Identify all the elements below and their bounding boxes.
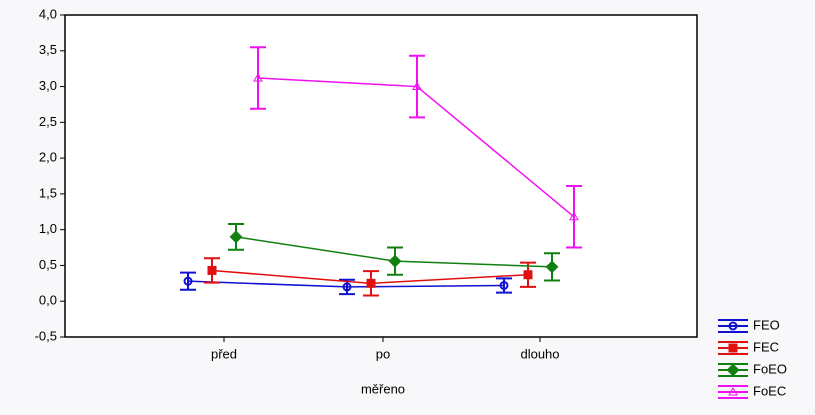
y-tick-label: 0,0	[39, 293, 57, 308]
x-tick-label: dlouho	[520, 346, 559, 361]
plot-area	[64, 14, 698, 338]
legend-label: FEO	[753, 317, 780, 332]
marker	[183, 276, 193, 286]
y-tick-label: 1,5	[39, 185, 57, 200]
marker	[412, 81, 422, 91]
y-tick-label: -0,5	[35, 328, 57, 343]
marker	[388, 254, 402, 268]
legend-symbol	[718, 385, 748, 399]
legend-marker	[728, 321, 738, 331]
error-bar	[409, 54, 425, 119]
error-bar	[496, 277, 512, 294]
marker	[366, 278, 376, 288]
x-tick-label: před	[211, 346, 237, 361]
error-bar	[566, 185, 582, 249]
y-tick-label: 1,0	[39, 221, 57, 236]
y-tick-label: 3,5	[39, 42, 57, 57]
y-tick-label: 2,5	[39, 114, 57, 129]
legend-symbol	[718, 319, 748, 333]
marker	[253, 72, 263, 82]
legend-marker	[728, 386, 738, 396]
marker	[207, 265, 217, 275]
y-tick-label: 2,0	[39, 150, 57, 165]
y-tick-label: 4,0	[39, 6, 57, 21]
legend-label: FoEC	[753, 383, 786, 398]
marker	[523, 270, 533, 280]
x-tick-label: po	[376, 346, 390, 361]
marker	[342, 282, 352, 292]
legend-marker	[726, 363, 740, 377]
y-tick-label: 3,0	[39, 78, 57, 93]
marker	[545, 260, 559, 274]
legend-label: FEC	[753, 339, 779, 354]
y-tick-label: 0,5	[39, 257, 57, 272]
error-bar	[180, 271, 196, 291]
legend-label: FoEO	[753, 361, 787, 376]
marker	[569, 211, 579, 221]
legend-marker	[728, 343, 738, 353]
error-bar	[250, 46, 266, 110]
x-axis-label: měřeno	[361, 381, 405, 396]
marker	[229, 230, 243, 244]
marker	[499, 280, 509, 290]
